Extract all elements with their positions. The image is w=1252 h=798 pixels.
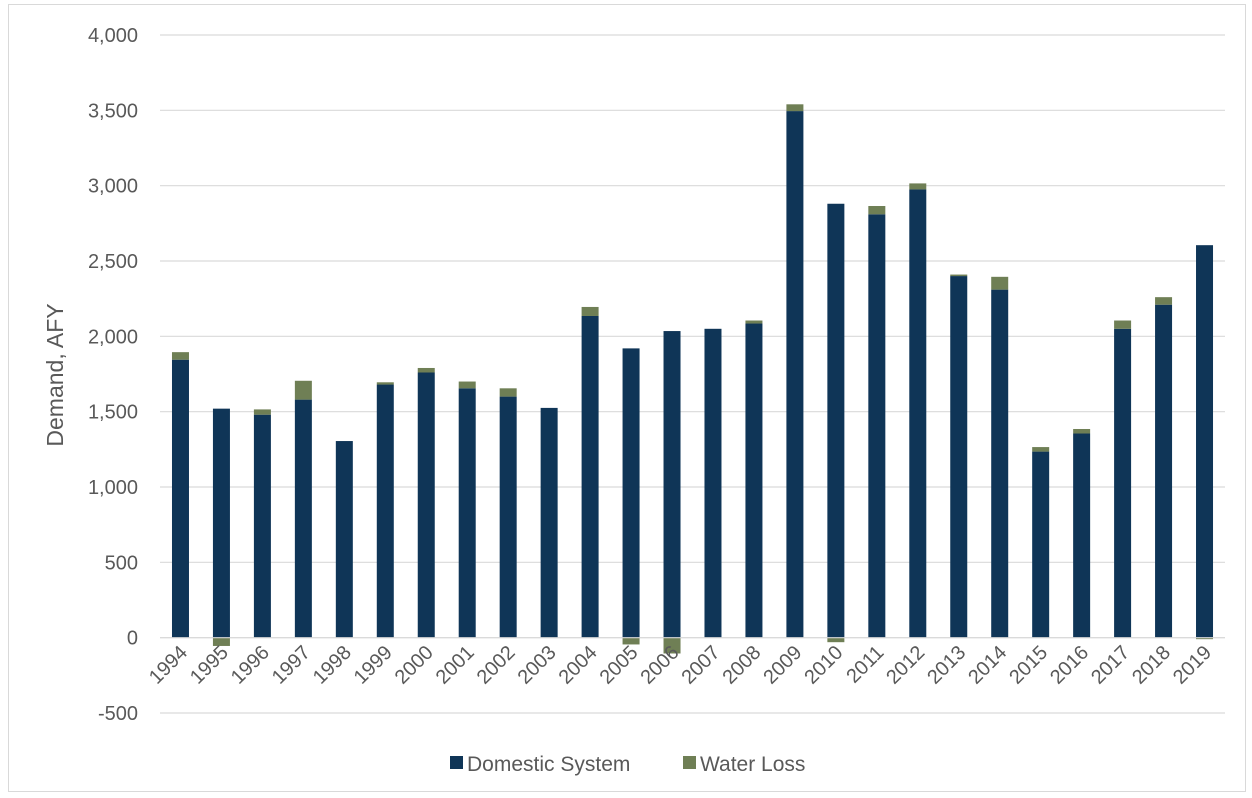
y-tick-label: 1,500 [88, 402, 138, 424]
bar-water-loss [1196, 637, 1214, 640]
x-tick-label: 2018 [1128, 642, 1175, 689]
y-tick-label: 1,000 [88, 477, 138, 499]
x-tick-label: 2002 [473, 642, 520, 689]
x-tick-label: 2012 [882, 642, 929, 689]
x-tick-label: 2007 [677, 642, 724, 689]
bar-domestic-system [376, 384, 394, 638]
y-tick-label: 2,000 [88, 326, 138, 348]
bar-water-loss [171, 352, 189, 360]
y-axis-tick-labels: -500 0 500 1,000 1,500 2,000 2,500 3,000 3,500 4,… [88, 25, 138, 725]
x-tick-label: 2011 [842, 642, 888, 688]
x-tick-label: 2005 [596, 642, 643, 689]
bar-domestic-system [827, 203, 845, 638]
x-tick-label: 2008 [718, 642, 765, 689]
legend-swatch-water-loss [683, 756, 696, 769]
bar-water-loss [212, 637, 230, 646]
bar-water-loss [786, 104, 804, 112]
bar-water-loss [458, 381, 476, 389]
x-axis-tick-labels: 1994199519961997199819992000200120022003… [145, 642, 1216, 689]
y-tick-label: 2,500 [88, 251, 138, 273]
legend-label-water-loss: Water Loss [700, 753, 805, 776]
bar-water-loss [1073, 428, 1091, 434]
bar-domestic-system [622, 348, 640, 638]
x-tick-label: 2015 [1005, 642, 1052, 689]
bars [171, 104, 1214, 654]
bar-domestic-system [540, 407, 558, 638]
legend-swatch-domestic-system [450, 756, 463, 769]
x-tick-label: 1996 [227, 642, 274, 689]
bar-water-loss [827, 637, 845, 643]
x-tick-label: 1999 [350, 642, 397, 689]
bar-chart: -500 0 500 1,000 1,500 2,000 2,500 3,000 3,500 4,… [42, 25, 1225, 776]
bar-water-loss [950, 274, 968, 277]
bar-domestic-system [417, 372, 435, 638]
bar-water-loss [1114, 320, 1132, 329]
bar-domestic-system [1114, 328, 1132, 638]
bar-domestic-system [171, 359, 189, 638]
chart-frame: -500 0 500 1,000 1,500 2,000 2,500 3,000 3,500 4,… [8, 4, 1246, 792]
x-tick-label: 1998 [309, 642, 356, 689]
bar-water-loss [868, 206, 886, 215]
bar-domestic-system [745, 323, 763, 638]
bar-domestic-system [294, 399, 312, 638]
x-tick-label: 2017 [1087, 642, 1134, 689]
bar-domestic-system [335, 441, 353, 638]
x-tick-label: 1995 [186, 642, 233, 689]
bar-water-loss [745, 320, 763, 324]
x-tick-label: 2016 [1046, 642, 1093, 689]
bar-water-loss [1155, 297, 1173, 305]
bar-water-loss [1032, 447, 1050, 452]
y-tick-label: 3,500 [88, 100, 138, 122]
bar-water-loss [663, 637, 681, 654]
bar-domestic-system [1073, 433, 1091, 638]
bar-water-loss [417, 367, 435, 373]
x-tick-label: 2019 [1169, 642, 1216, 689]
bar-water-loss [991, 276, 1009, 290]
x-tick-label: 2001 [432, 642, 479, 689]
bar-domestic-system [458, 388, 476, 638]
y-tick-label: 3,000 [88, 176, 138, 198]
bar-domestic-system [991, 289, 1009, 638]
x-tick-label: 2004 [555, 642, 602, 689]
bar-water-loss [499, 388, 517, 397]
bar-water-loss [581, 306, 599, 316]
bar-domestic-system [1196, 245, 1214, 638]
bar-domestic-system [1032, 451, 1050, 638]
bar-domestic-system [950, 276, 968, 638]
bar-domestic-system [581, 315, 599, 638]
bar-domestic-system [212, 408, 230, 638]
bar-domestic-system [786, 111, 804, 638]
bar-domestic-system [253, 414, 271, 638]
bar-water-loss [294, 380, 312, 400]
y-tick-label: 500 [105, 552, 138, 574]
x-tick-label: 1997 [268, 642, 315, 689]
x-tick-label: 2009 [759, 642, 806, 689]
x-tick-label: 2013 [923, 642, 970, 689]
bar-domestic-system [909, 189, 927, 638]
y-tick-label: 0 [127, 628, 138, 650]
bar-domestic-system [1155, 304, 1173, 638]
bar-water-loss [909, 183, 927, 190]
bar-water-loss [376, 382, 394, 385]
y-tick-label: 4,000 [88, 25, 138, 47]
x-tick-label: 2010 [800, 642, 847, 689]
x-tick-label: 2003 [514, 642, 561, 689]
y-axis-label: Demand, AFY [42, 303, 68, 446]
bar-water-loss [622, 637, 640, 645]
x-tick-label: 1994 [145, 642, 192, 689]
bar-domestic-system [704, 328, 722, 638]
legend-label-domestic-system: Domestic System [467, 753, 630, 776]
y-tick-label: -500 [98, 703, 138, 725]
x-tick-label: 2000 [391, 642, 438, 689]
x-tick-label: 2014 [964, 642, 1011, 689]
bar-water-loss [253, 409, 271, 415]
gridlines [160, 34, 1225, 714]
bar-domestic-system [499, 396, 517, 638]
bar-domestic-system [868, 214, 886, 638]
legend: Domestic System Water Loss [450, 753, 805, 776]
bar-domestic-system [663, 331, 681, 638]
